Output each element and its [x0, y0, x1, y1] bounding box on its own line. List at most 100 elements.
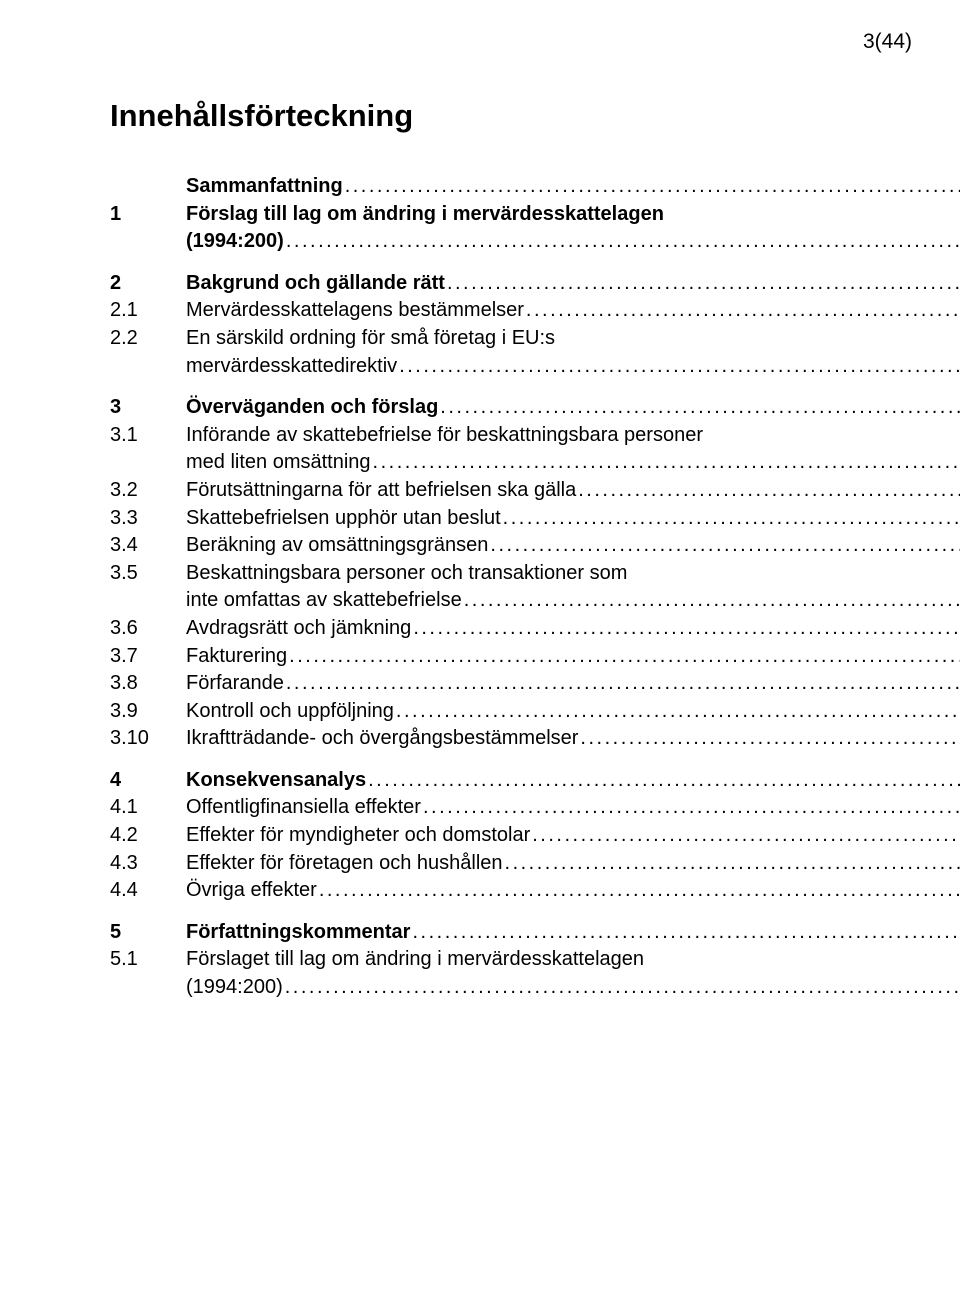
toc-row: inte omfattas av skattebefrielse........… — [110, 588, 890, 614]
toc-leader-dots: ........................................… — [284, 671, 960, 697]
toc-line: Kontroll och uppföljning................… — [186, 699, 960, 725]
toc-row: Sammanfattning..........................… — [110, 174, 890, 200]
toc-text-col: En särskild ordning för små företag i EU… — [186, 326, 890, 352]
toc-line: Ikraftträdande- och övergångsbestämmelse… — [186, 726, 960, 752]
toc-number: 3.7 — [110, 644, 186, 670]
toc-leader-dots: ........................................… — [462, 588, 960, 614]
toc-row: 4.3Effekter för företagen och hushållen.… — [110, 851, 890, 877]
toc-row: 3.6Avdragsrätt och jämkning.............… — [110, 616, 890, 642]
toc-label: Förslaget till lag om ändring i mervärde… — [186, 947, 644, 973]
toc-row: 5Författningskommentar..................… — [110, 920, 890, 946]
toc-label: Bakgrund och gällande rätt — [186, 271, 445, 297]
toc-line: Förslaget till lag om ändring i mervärde… — [186, 947, 890, 973]
toc-row: 4Konsekvensanalys.......................… — [110, 768, 890, 794]
toc-line: (1994:200)..............................… — [186, 229, 960, 255]
toc-text-col: Konsekvensanalys........................… — [186, 768, 960, 794]
toc-label: med liten omsättning — [186, 450, 371, 476]
toc-line: Fakturering.............................… — [186, 644, 960, 670]
toc-line: Författningskommentar...................… — [186, 920, 960, 946]
toc-text-col: Effekter för myndigheter och domstolar..… — [186, 823, 960, 849]
toc-number: 3.2 — [110, 478, 186, 504]
toc-leader-dots: ........................................… — [287, 644, 960, 670]
toc-row: 3Överväganden och förslag...............… — [110, 395, 890, 421]
toc-label: Skattebefrielsen upphör utan beslut — [186, 506, 501, 532]
toc-number: 3.10 — [110, 726, 186, 752]
toc-row: 3.10Ikraftträdande- och övergångsbestämm… — [110, 726, 890, 752]
toc-text-col: Införande av skattebefrielse för beskatt… — [186, 423, 890, 449]
toc-line: Beräkning av omsättningsgränsen.........… — [186, 533, 960, 559]
toc-label: Övriga effekter — [186, 878, 317, 904]
toc-label: Beskattningsbara personer och transaktio… — [186, 561, 627, 587]
toc-row: 3.3Skattebefrielsen upphör utan beslut..… — [110, 506, 890, 532]
toc-row: 4.2Effekter för myndigheter och domstola… — [110, 823, 890, 849]
toc-number: 4.1 — [110, 795, 186, 821]
toc-line: Beskattningsbara personer och transaktio… — [186, 561, 890, 587]
table-of-contents: Sammanfattning..........................… — [110, 174, 890, 1001]
toc-row: 2.2En särskild ordning för små företag i… — [110, 326, 890, 352]
toc-number: 3.3 — [110, 506, 186, 532]
toc-row: 3.5Beskattningsbara personer och transak… — [110, 561, 890, 587]
toc-leader-dots: ........................................… — [284, 229, 960, 255]
toc-line: Överväganden och förslag................… — [186, 395, 960, 421]
toc-row: 1Förslag till lag om ändring i mervärdes… — [110, 202, 890, 228]
toc-text-col: Avdragsrätt och jämkning................… — [186, 616, 960, 642]
toc-leader-dots: ........................................… — [411, 616, 960, 642]
toc-row: 3.8Förfarande...........................… — [110, 671, 890, 697]
toc-row: 3.2Förutsättningarna för att befrielsen … — [110, 478, 890, 504]
toc-label: Kontroll och uppföljning — [186, 699, 394, 725]
toc-leader-dots: ........................................… — [488, 533, 960, 559]
toc-text-col: Effekter för företagen och hushållen....… — [186, 851, 960, 877]
toc-text-col: Författningskommentar...................… — [186, 920, 960, 946]
toc-text-col: (1994:200)..............................… — [186, 229, 960, 255]
toc-label: Överväganden och förslag — [186, 395, 438, 421]
toc-gap — [110, 754, 890, 768]
toc-number: 3.1 — [110, 423, 186, 449]
toc-line: Förutsättningarna för att befrielsen ska… — [186, 478, 960, 504]
toc-label: Införande av skattebefrielse för beskatt… — [186, 423, 703, 449]
toc-label: (1994:200) — [186, 229, 284, 255]
toc-leader-dots: ........................................… — [371, 450, 960, 476]
toc-number: 4.4 — [110, 878, 186, 904]
toc-text-col: Förutsättningarna för att befrielsen ska… — [186, 478, 960, 504]
toc-line: mervärdesskattedirektiv.................… — [186, 354, 960, 380]
toc-label: Konsekvensanalys — [186, 768, 366, 794]
toc-text-col: med liten omsättning....................… — [186, 450, 960, 476]
toc-row: 5.1Förslaget till lag om ändring i mervä… — [110, 947, 890, 973]
toc-label: Förslag till lag om ändring i mervärdess… — [186, 202, 664, 228]
toc-row: 3.4Beräkning av omsättningsgränsen......… — [110, 533, 890, 559]
toc-row: 3.1Införande av skattebefrielse för besk… — [110, 423, 890, 449]
toc-line: Förslag till lag om ändring i mervärdess… — [186, 202, 890, 228]
toc-number: 2.2 — [110, 326, 186, 352]
toc-label: Ikraftträdande- och övergångsbestämmelse… — [186, 726, 578, 752]
toc-label: Sammanfattning — [186, 174, 343, 200]
toc-leader-dots: ........................................… — [524, 298, 960, 324]
toc-line: Införande av skattebefrielse för beskatt… — [186, 423, 890, 449]
toc-number: 3.8 — [110, 671, 186, 697]
toc-label: Fakturering — [186, 644, 287, 670]
toc-text-col: Sammanfattning..........................… — [186, 174, 960, 200]
toc-text-col: Förslag till lag om ändring i mervärdess… — [186, 202, 890, 228]
toc-leader-dots: ........................................… — [317, 878, 960, 904]
toc-label: Mervärdesskattelagens bestämmelser — [186, 298, 524, 324]
toc-number: 3 — [110, 395, 186, 421]
toc-leader-dots: ........................................… — [578, 726, 960, 752]
toc-row: 2.1Mervärdesskattelagens bestämmelser...… — [110, 298, 890, 324]
toc-row: 3.9Kontroll och uppföljning.............… — [110, 699, 890, 725]
toc-label: Effekter för myndigheter och domstolar — [186, 823, 530, 849]
toc-gap — [110, 906, 890, 920]
toc-leader-dots: ........................................… — [421, 795, 960, 821]
toc-row: 2Bakgrund och gällande rätt.............… — [110, 271, 890, 297]
toc-label: inte omfattas av skattebefrielse — [186, 588, 462, 614]
toc-line: (1994:200)..............................… — [186, 975, 960, 1001]
toc-label: Effekter för företagen och hushållen — [186, 851, 503, 877]
toc-leader-dots: ........................................… — [397, 354, 960, 380]
toc-text-col: (1994:200)..............................… — [186, 975, 960, 1001]
toc-gap — [110, 257, 890, 271]
toc-row: 3.7Fakturering..........................… — [110, 644, 890, 670]
toc-line: Avdragsrätt och jämkning................… — [186, 616, 960, 642]
toc-text-col: Skattebefrielsen upphör utan beslut.....… — [186, 506, 960, 532]
toc-text-col: mervärdesskattedirektiv.................… — [186, 354, 960, 380]
toc-line: Effekter för myndigheter och domstolar..… — [186, 823, 960, 849]
toc-leader-dots: ........................................… — [394, 699, 960, 725]
toc-number: 4.2 — [110, 823, 186, 849]
